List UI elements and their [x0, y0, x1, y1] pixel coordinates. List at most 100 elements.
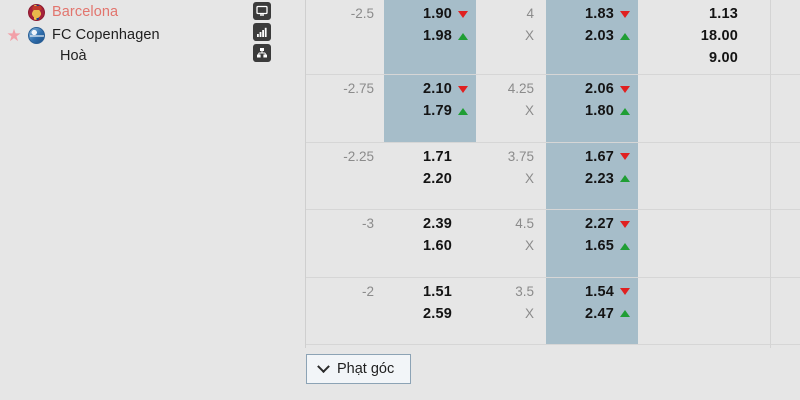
- barcelona-crest-icon: [28, 3, 45, 21]
- odds-value: 2.47: [584, 305, 614, 322]
- odds-value: 2.23: [584, 170, 614, 187]
- odds-column-divider: [770, 0, 771, 348]
- handicap-away-odds[interactable]: 1.98: [384, 25, 468, 47]
- total-odds-cell[interactable]: 1.67 2.23: [546, 142, 638, 209]
- trend-up-icon: [458, 107, 468, 115]
- handicap-line-label: -2.75: [326, 75, 374, 142]
- statistics-icon[interactable]: [253, 23, 271, 41]
- match-result-odds-cell[interactable]: 1.13 18.00 9.00: [658, 0, 738, 74]
- handicap-away-odds[interactable]: 1.79: [384, 100, 468, 122]
- total-under-odds[interactable]: 1.80: [546, 100, 630, 122]
- favorite-star-button[interactable]: ★: [0, 27, 28, 44]
- handicap-away-odds[interactable]: 2.59: [384, 303, 468, 325]
- odds-rows-container: -2.5 1.90 1.98 4 X 1.83 2.03 1.13 18.00 9.00 -2.75…: [306, 0, 800, 345]
- odds-value: 2.03: [584, 28, 614, 44]
- handicap-odds-cell[interactable]: 1.71 2.20: [384, 143, 476, 210]
- total-line-under-value: X: [524, 170, 534, 186]
- media-icon-group: [253, 2, 297, 65]
- odds-value: 2.27: [584, 216, 614, 232]
- handicap-line-value: -2: [361, 283, 374, 299]
- away-team-row[interactable]: ★ FC Copenhagen: [0, 24, 160, 46]
- handicap-line-value: -2.25: [343, 148, 374, 164]
- fc-copenhagen-crest-icon: [28, 26, 45, 44]
- trend-none-spacer: [458, 243, 468, 250]
- total-line-under-value: X: [524, 103, 534, 118]
- corners-market-toggle-button[interactable]: Phạt góc: [306, 354, 412, 384]
- handicap-home-odds[interactable]: 1.51: [384, 281, 468, 303]
- trend-down-icon: [620, 153, 630, 160]
- handicap-away-odds[interactable]: 2.20: [384, 168, 468, 190]
- trend-up-icon: [620, 242, 630, 250]
- odds-value: 2.39: [422, 216, 452, 232]
- handicap-home-odds[interactable]: 1.71: [384, 146, 468, 168]
- odds-value: 2.20: [422, 170, 452, 187]
- odds-value: 1.79: [422, 103, 452, 119]
- odds-row: -2.5 1.90 1.98 4 X 1.83 2.03 1.13 18.00 9.00: [306, 0, 800, 75]
- odds-value: 1.65: [584, 238, 614, 254]
- total-under-odds[interactable]: 1.65: [546, 235, 630, 257]
- total-line-label: 4.5 X: [494, 210, 534, 277]
- trend-down-icon: [620, 85, 630, 93]
- bottom-spacer: [0, 389, 800, 400]
- total-over-odds[interactable]: 1.67: [546, 146, 630, 168]
- total-over-odds[interactable]: 1.83: [546, 3, 630, 25]
- match-info-panel: Barcelona ★ FC Copenhagen Hoà: [0, 0, 305, 400]
- total-odds-cell[interactable]: 2.27 1.65: [546, 210, 638, 277]
- home-team-row[interactable]: Barcelona: [0, 1, 118, 23]
- odds-value: 1.60: [422, 238, 452, 254]
- odds-value: 1.51: [422, 283, 452, 300]
- total-line-label: 4.25 X: [494, 75, 534, 142]
- handicap-home-odds[interactable]: 2.10: [384, 78, 468, 100]
- match-result-away-odds[interactable]: 9.00: [658, 47, 738, 69]
- handicap-odds-cell[interactable]: 1.90 1.98: [384, 0, 476, 74]
- match-status-label: Hoà: [60, 48, 87, 64]
- handicap-line-label: -2: [326, 278, 374, 345]
- handicap-odds-cell[interactable]: 1.51 2.59: [384, 278, 476, 345]
- odds-value: 1.98: [422, 28, 452, 44]
- odds-value: 1.67: [584, 148, 614, 165]
- trend-up-icon: [620, 32, 630, 40]
- trend-none-spacer: [458, 288, 468, 295]
- odds-value: 1.90: [422, 6, 452, 22]
- total-over-odds[interactable]: 1.54: [546, 281, 630, 303]
- total-line-under-value: X: [524, 238, 534, 253]
- handicap-odds-cell[interactable]: 2.39 1.60: [384, 210, 476, 277]
- total-line-over-value: 4.25: [507, 81, 534, 96]
- total-line-under-value: X: [524, 305, 534, 321]
- odds-value: 1.71: [422, 148, 452, 165]
- star-icon: ★: [6, 25, 22, 45]
- odds-value: 18.00: [700, 28, 738, 44]
- total-line-over-value: 3.75: [507, 148, 534, 164]
- chevron-down-icon: [317, 359, 330, 373]
- trend-up-icon: [620, 107, 630, 115]
- total-under-odds[interactable]: 2.47: [546, 303, 630, 325]
- total-over-odds[interactable]: 2.27: [546, 213, 630, 235]
- odds-table: -2.5 1.90 1.98 4 X 1.83 2.03 1.13 18.00 9.00 -2.75…: [305, 0, 800, 348]
- home-team-name: Barcelona: [52, 4, 119, 20]
- trend-down-icon: [620, 288, 630, 295]
- trend-up-icon: [620, 175, 630, 182]
- total-under-odds[interactable]: 2.23: [546, 168, 630, 190]
- odds-value: 2.59: [422, 305, 452, 322]
- handicap-home-odds[interactable]: 2.39: [384, 213, 468, 235]
- handicap-line-value: -3: [361, 216, 374, 231]
- handicap-odds-cell[interactable]: 2.10 1.79: [384, 75, 476, 142]
- handicap-away-odds[interactable]: 1.60: [384, 235, 468, 257]
- handicap-line-label: -2.25: [326, 143, 374, 210]
- handicap-home-odds[interactable]: 1.90: [384, 3, 468, 25]
- trend-none-spacer: [458, 175, 468, 182]
- match-tracker-icon[interactable]: [253, 44, 271, 62]
- total-line-under-value: X: [524, 28, 534, 43]
- corners-market-label: Phạt góc: [337, 361, 395, 377]
- total-odds-cell[interactable]: 1.54 2.47: [546, 277, 638, 344]
- total-under-odds[interactable]: 2.03: [546, 25, 630, 47]
- total-over-odds[interactable]: 2.06: [546, 78, 630, 100]
- tv-stream-icon[interactable]: [253, 2, 271, 20]
- total-odds-cell[interactable]: 2.06 1.80: [546, 75, 638, 142]
- match-result-home-odds[interactable]: 1.13: [658, 3, 738, 25]
- odds-value: 2.06: [584, 81, 614, 97]
- total-odds-cell[interactable]: 1.83 2.03: [546, 0, 638, 74]
- match-result-draw-odds[interactable]: 18.00: [658, 25, 738, 47]
